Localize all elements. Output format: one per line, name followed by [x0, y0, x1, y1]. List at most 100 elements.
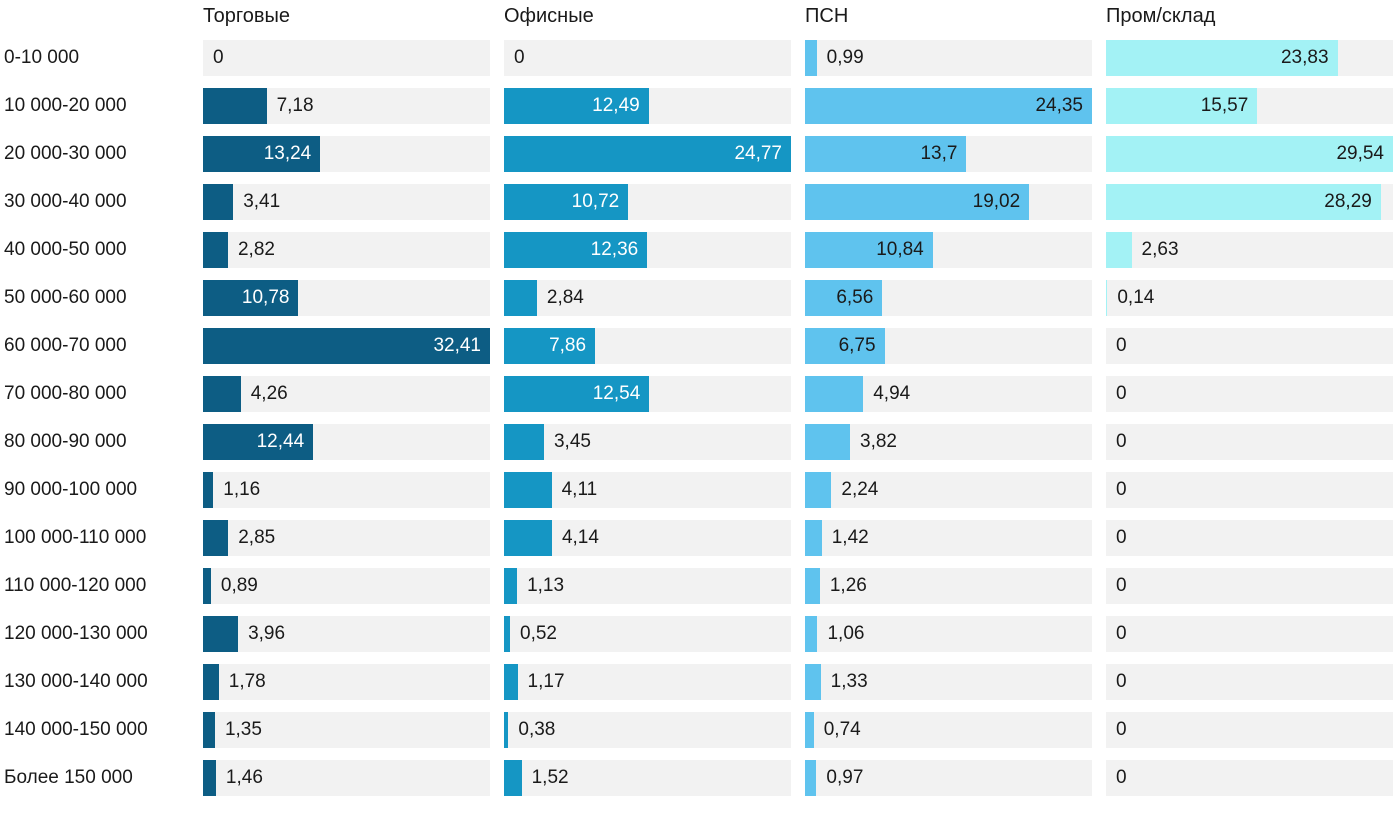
bar [805, 616, 818, 652]
bar [203, 424, 314, 460]
bar [203, 328, 490, 364]
value-label: 2,82 [237, 239, 275, 260]
bar-track: 13,24 [203, 136, 490, 172]
value-label: 0,89 [220, 575, 258, 596]
value-label: 0 [1116, 527, 1127, 548]
bar-track: 0,74 [805, 712, 1092, 748]
bar [203, 664, 219, 700]
bar-track: 10,78 [203, 280, 490, 316]
bar [504, 472, 552, 508]
bar-track: 3,41 [203, 184, 490, 220]
chart-row: 130 000-140 000 1,78 1,17 1,33 0 [4, 664, 1400, 700]
value-label: 0,99 [826, 47, 864, 68]
chart-rows: 0-10 000 0 0 0,99 23,83 10 000-20 000 7,18 12,4… [4, 40, 1400, 796]
chart-row: 20 000-30 000 13,24 24,77 13,7 29,54 [4, 136, 1400, 172]
bar [805, 280, 883, 316]
bar-track: 0 [1106, 424, 1393, 460]
bar-track: 3,82 [805, 424, 1092, 460]
bar [1106, 136, 1393, 172]
bar [504, 280, 537, 316]
bar [805, 88, 1092, 124]
value-label: 1,17 [527, 671, 565, 692]
bar-track: 0 [1106, 616, 1393, 652]
category-label: 40 000-50 000 [4, 239, 127, 260]
value-label: 13,7 [920, 143, 958, 164]
category-label: 70 000-80 000 [4, 383, 127, 404]
header-spacer [4, 5, 189, 27]
bar-track: 2,24 [805, 472, 1092, 508]
value-label: 15,57 [1200, 95, 1249, 116]
bar-track: 0,52 [504, 616, 791, 652]
value-label: 4,11 [561, 479, 598, 500]
bar [805, 376, 864, 412]
value-label: 2,63 [1141, 239, 1179, 260]
bar-track: 0 [1106, 472, 1393, 508]
value-label: 1,35 [224, 719, 262, 740]
value-label: 0 [1116, 575, 1127, 596]
bar [805, 424, 851, 460]
bar [504, 232, 648, 268]
value-label: 4,94 [873, 383, 911, 404]
bar-track: 24,35 [805, 88, 1092, 124]
value-label: 0,14 [1117, 287, 1155, 308]
bar-track: 12,54 [504, 376, 791, 412]
value-label: 7,18 [276, 95, 314, 116]
bar-track: 4,26 [203, 376, 490, 412]
category-label: 110 000-120 000 [4, 575, 147, 596]
value-label: 10,84 [876, 239, 924, 260]
bar-track: 0,97 [805, 760, 1092, 796]
value-label: 12,36 [590, 239, 639, 260]
bar [203, 376, 241, 412]
bar [1106, 232, 1132, 268]
bar-track: 2,63 [1106, 232, 1393, 268]
bar [805, 328, 885, 364]
bar-track: 3,96 [203, 616, 490, 652]
bar [805, 232, 933, 268]
chart-row: 60 000-70 000 32,41 7,86 6,75 0 [4, 328, 1400, 364]
bar-track: 2,85 [203, 520, 490, 556]
value-label: 0 [213, 47, 224, 68]
chart-row: 140 000-150 000 1,35 0,38 0,74 0 [4, 712, 1400, 748]
value-label: 3,96 [248, 623, 286, 644]
bar [203, 568, 211, 604]
bar-track: 24,77 [504, 136, 791, 172]
value-label: 12,49 [592, 95, 640, 116]
category-label: 80 000-90 000 [4, 431, 127, 452]
value-label: 24,77 [734, 143, 782, 164]
category-label: 10 000-20 000 [4, 95, 127, 116]
bar-track: 10,72 [504, 184, 791, 220]
value-label: 0 [1116, 767, 1127, 788]
value-label: 24,35 [1035, 95, 1083, 116]
bar [504, 88, 649, 124]
bar-track: 1,46 [203, 760, 490, 796]
value-label: 3,45 [553, 431, 591, 452]
bar-track: 1,33 [805, 664, 1092, 700]
bar-track: 3,45 [504, 424, 791, 460]
bar-track: 0 [504, 40, 791, 76]
bar-track: 1,16 [203, 472, 490, 508]
value-label: 4,14 [561, 527, 599, 548]
value-label: 29,54 [1336, 143, 1384, 164]
bar [504, 328, 596, 364]
bar [504, 712, 509, 748]
bar [504, 136, 791, 172]
bar-track: 15,57 [1106, 88, 1393, 124]
value-label: 6,75 [838, 335, 876, 356]
bar-track: 0 [1106, 376, 1393, 412]
category-label: 30 000-40 000 [4, 191, 127, 212]
bar-track: 0,38 [504, 712, 791, 748]
chart-row: 0-10 000 0 0 0,99 23,83 [4, 40, 1400, 76]
bar [805, 40, 817, 76]
bar [805, 184, 1030, 220]
bar-track: 0,99 [805, 40, 1092, 76]
bar-track: 4,14 [504, 520, 791, 556]
value-label: 19,02 [972, 191, 1021, 212]
bar [203, 616, 239, 652]
bar-track: 1,26 [805, 568, 1092, 604]
value-label: 3,82 [860, 431, 897, 452]
bar-track: 13,7 [805, 136, 1092, 172]
bar-track: 0 [1106, 760, 1393, 796]
column-header-psn: ПСН [805, 5, 849, 27]
category-label: 120 000-130 000 [4, 623, 148, 644]
chart-row: 70 000-80 000 4,26 12,54 4,94 0 [4, 376, 1400, 412]
